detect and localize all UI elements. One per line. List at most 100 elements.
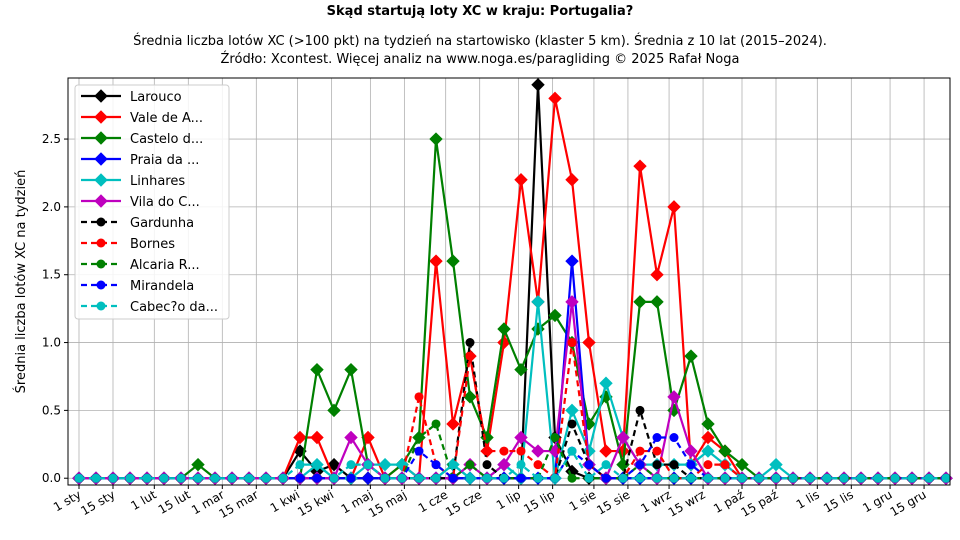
data-point: [635, 473, 645, 483]
data-point: [346, 473, 356, 483]
data-point: [380, 473, 390, 483]
chart-title: Skąd startują loty XC w kraju: Portugali…: [326, 4, 634, 19]
data-point: [565, 403, 579, 418]
data-point: [548, 91, 562, 106]
data-point: [191, 457, 205, 472]
data-point: [429, 254, 443, 268]
data-point: [633, 159, 647, 173]
data-point: [261, 473, 271, 483]
data-point: [295, 460, 305, 470]
data-point: [125, 473, 135, 483]
data-point: [669, 460, 679, 470]
y-tick-label: 1.5: [42, 268, 61, 282]
data-point: [482, 460, 492, 470]
data-point: [465, 338, 475, 348]
legend-marker: [96, 259, 106, 269]
legend-item: Bornes: [81, 237, 175, 252]
legend-item: Vale de A...: [81, 110, 203, 126]
legend-label: Praia da ...: [130, 153, 199, 168]
data-point: [650, 268, 664, 282]
data-point: [514, 362, 528, 377]
data-point: [499, 473, 509, 483]
data-point: [669, 473, 679, 483]
legend-label: Linhares: [130, 174, 185, 189]
legend-marker: [94, 194, 108, 208]
data-point: [548, 308, 562, 323]
data-point: [701, 417, 715, 431]
data-point: [754, 473, 764, 483]
legend-label: Cabec?o da...: [130, 300, 218, 315]
data-point: [497, 457, 511, 472]
legend-item: Vila do C...: [81, 194, 200, 210]
x-tick-label: 15 sty: [78, 487, 117, 518]
legend-item: Gardunha: [81, 216, 194, 231]
legend-label: Castelo d...: [130, 132, 203, 147]
x-tick-label: 15 lis: [821, 487, 856, 515]
data-point: [531, 295, 545, 309]
data-point: [397, 473, 407, 483]
data-point: [74, 473, 84, 483]
data-point: [344, 430, 358, 445]
data-point: [363, 473, 373, 483]
x-tick-label: 15 lut: [156, 487, 193, 517]
data-point: [567, 419, 577, 429]
plot-frame: [67, 77, 951, 486]
data-point: [516, 460, 526, 470]
data-point: [788, 473, 798, 483]
legend-item: Praia da ...: [81, 152, 199, 168]
legend: Larouco Vale de A... Castelo d... Praia da …: [74, 84, 230, 320]
data-point: [584, 460, 594, 470]
data-point: [414, 433, 424, 443]
y-tick-label: 2.5: [42, 132, 61, 146]
data-point: [635, 460, 645, 470]
data-point: [771, 473, 781, 483]
x-tick-label: 1 lut: [128, 487, 159, 513]
data-point: [533, 473, 543, 483]
data-point: [193, 473, 203, 483]
data-point: [601, 473, 611, 483]
data-point: [618, 473, 628, 483]
data-point: [310, 430, 324, 445]
data-point: [684, 349, 698, 363]
data-point: [482, 446, 492, 456]
data-point: [378, 457, 392, 472]
data-point: [890, 473, 900, 483]
data-point: [278, 473, 288, 483]
data-point: [344, 362, 358, 377]
data-point: [482, 473, 492, 483]
data-point: [431, 419, 441, 429]
legend-marker: [94, 110, 108, 124]
data-point: [499, 446, 509, 456]
legend-item: Linhares: [81, 173, 185, 189]
data-point: [686, 473, 696, 483]
data-point: [159, 473, 169, 483]
legend-label: Vale de A...: [130, 111, 203, 126]
data-point: [703, 460, 713, 470]
series-vila-do-c-: [72, 295, 953, 485]
x-tick-label: 15 paź: [739, 487, 781, 519]
x-tick-label: 15 kwi: [295, 487, 336, 519]
data-point: [514, 430, 528, 445]
legend-item: Larouco: [81, 89, 182, 105]
data-point: [465, 351, 475, 361]
data-point: [465, 473, 475, 483]
data-point: [429, 132, 443, 146]
data-point: [873, 473, 883, 483]
data-point: [363, 460, 373, 470]
legend-box: [74, 84, 230, 320]
legend-marker: [94, 89, 108, 103]
legend-label: Vila do C...: [130, 195, 200, 210]
legend-label: Mirandela: [130, 279, 194, 294]
series-linhares: [72, 295, 953, 485]
data-point: [295, 473, 305, 483]
data-point: [497, 322, 511, 336]
data-point: [327, 457, 341, 472]
data-point: [686, 460, 696, 470]
data-point: [550, 473, 560, 483]
x-tick-label: 15 maj: [366, 487, 409, 520]
x-tick-label: 1 lip: [494, 487, 523, 512]
data-point: [856, 473, 866, 483]
data-point: [582, 335, 596, 350]
